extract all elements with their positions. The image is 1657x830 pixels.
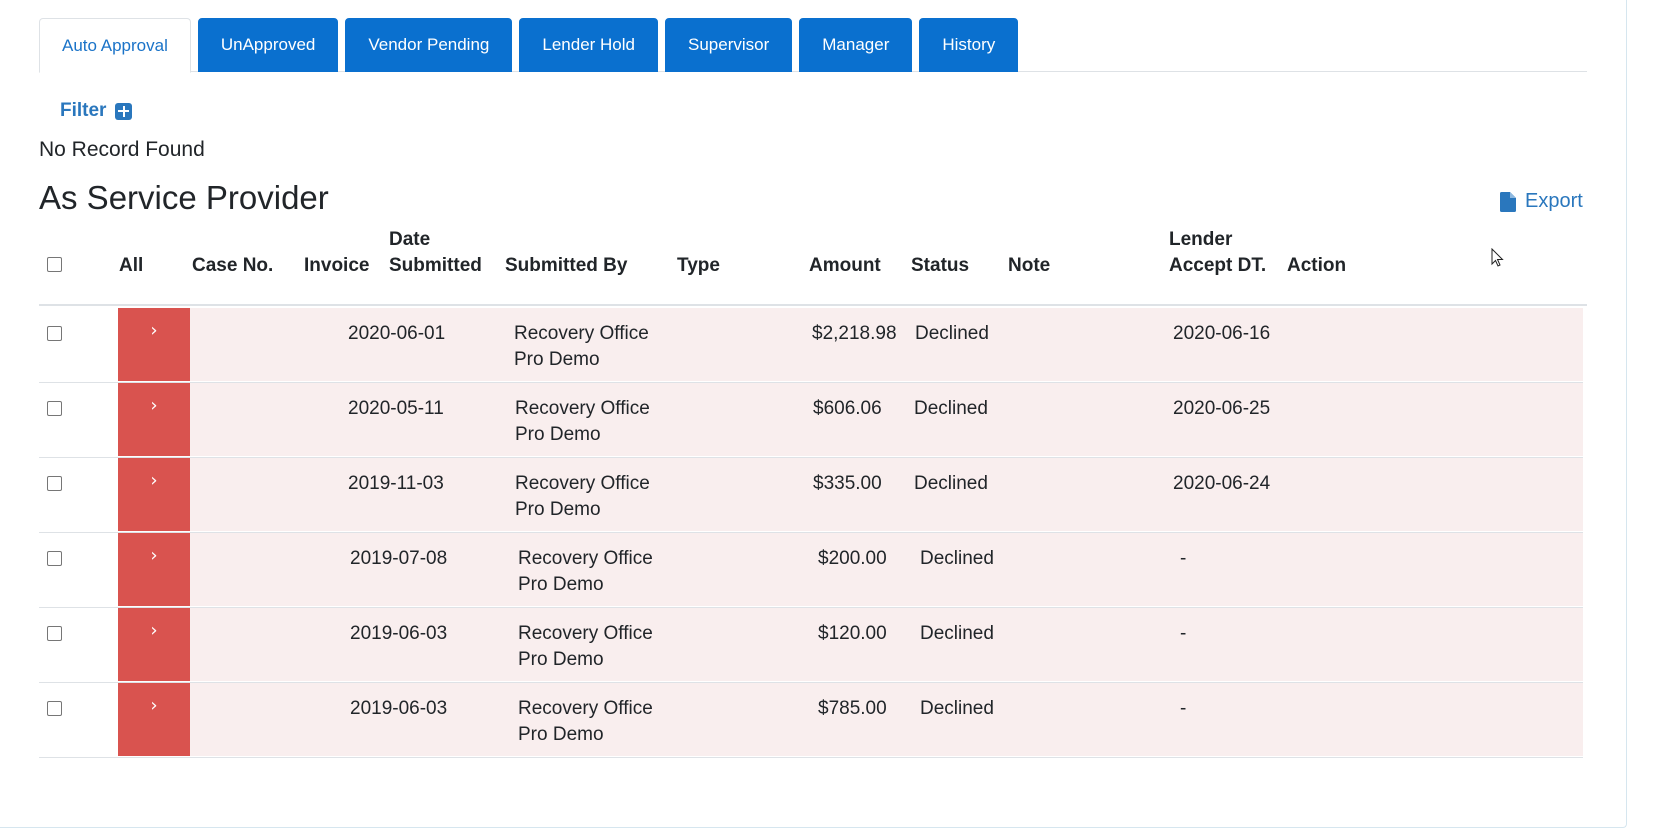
cell-lender-accept-dt: -	[1180, 698, 1187, 719]
select-all-checkbox[interactable]	[47, 257, 62, 272]
expand-row-button[interactable]: ›	[118, 608, 190, 681]
cell-submitted-by-line1: Recovery Office	[518, 623, 653, 644]
cell-lender-accept-dt: -	[1180, 623, 1187, 644]
col-all: All	[119, 255, 144, 276]
cell-lender-accept-dt: -	[1180, 548, 1187, 569]
row-background	[119, 458, 1583, 531]
col-lender-line1: Lender	[1169, 229, 1233, 250]
col-amount: Amount	[809, 255, 881, 276]
expand-row-button[interactable]: ›	[118, 458, 190, 531]
cell-status: Declined	[920, 623, 994, 644]
cell-submitted-by-line2: Pro Demo	[518, 724, 604, 745]
table-header: All Case No. Invoice Date Submitted Subm…	[39, 229, 1587, 306]
export-button[interactable]: Export	[1500, 190, 1583, 213]
tab-manager[interactable]: Manager	[799, 18, 913, 72]
filter-toggle[interactable]: Filter	[60, 100, 133, 122]
col-invoice: Invoice	[304, 255, 370, 276]
file-icon	[1500, 191, 1516, 212]
table-row: › 2019-06-03 Recovery Office Pro Demo $7…	[39, 683, 1587, 758]
export-label: Export	[1525, 190, 1583, 212]
cell-date-submitted: 2020-06-01	[348, 323, 446, 344]
row-checkbox[interactable]	[47, 551, 62, 566]
expand-row-button[interactable]: ›	[118, 683, 190, 756]
col-date-submitted-line1: Date	[389, 229, 431, 250]
no-record-message: No Record Found	[39, 138, 205, 161]
row-checkbox[interactable]	[47, 626, 62, 641]
cell-submitted-by-line2: Pro Demo	[514, 349, 600, 370]
cell-amount: $2,218.98	[812, 323, 897, 344]
filter-label: Filter	[60, 100, 107, 121]
tab-auto-approval[interactable]: Auto Approval	[39, 18, 191, 73]
col-type: Type	[677, 255, 720, 276]
table-row: › 2020-05-11 Recovery Office Pro Demo $6…	[39, 383, 1587, 458]
table-row: › 2019-11-03 Recovery Office Pro Demo $3…	[39, 458, 1587, 533]
col-lender-line2: Accept DT.	[1169, 255, 1267, 276]
cell-submitted-by-line1: Recovery Office	[518, 548, 653, 569]
cell-amount: $606.06	[813, 398, 882, 419]
expand-row-button[interactable]: ›	[118, 533, 190, 606]
table-row: › 2019-06-03 Recovery Office Pro Demo $1…	[39, 608, 1587, 683]
plus-square-icon[interactable]	[115, 102, 133, 120]
col-action: Action	[1287, 255, 1347, 276]
row-checkbox[interactable]	[47, 401, 62, 416]
cell-submitted-by-line1: Recovery Office	[514, 323, 649, 344]
tab-bar: Auto Approval UnApproved Vendor Pending …	[39, 18, 1587, 73]
cell-lender-accept-dt: 2020-06-16	[1173, 323, 1271, 344]
cell-date-submitted: 2019-11-03	[348, 473, 444, 494]
cell-submitted-by-line2: Pro Demo	[518, 649, 604, 670]
cell-status: Declined	[920, 698, 994, 719]
cell-lender-accept-dt: 2020-06-24	[1173, 473, 1271, 494]
cell-amount: $785.00	[818, 698, 887, 719]
cell-submitted-by-line2: Pro Demo	[515, 499, 601, 520]
row-background	[119, 383, 1583, 456]
cell-submitted-by-line1: Recovery Office	[515, 473, 650, 494]
col-status: Status	[911, 255, 970, 276]
row-divider	[39, 382, 1583, 383]
row-checkbox[interactable]	[47, 476, 62, 491]
cell-date-submitted: 2019-06-03	[350, 623, 448, 644]
cell-status: Declined	[920, 548, 994, 569]
table-row: › 2019-07-08 Recovery Office Pro Demo $2…	[39, 533, 1587, 608]
cell-amount: $335.00	[813, 473, 882, 494]
cell-date-submitted: 2020-05-11	[348, 398, 444, 419]
row-checkbox[interactable]	[47, 701, 62, 716]
cell-submitted-by-line2: Pro Demo	[515, 424, 601, 445]
col-note: Note	[1008, 255, 1051, 276]
row-divider	[39, 607, 1583, 608]
row-divider	[39, 682, 1583, 683]
tab-supervisor[interactable]: Supervisor	[665, 18, 793, 72]
expand-row-button[interactable]: ›	[118, 383, 190, 456]
cell-submitted-by-line2: Pro Demo	[518, 574, 604, 595]
col-submitted-by: Submitted By	[505, 255, 628, 276]
mouse-cursor-icon	[1491, 248, 1504, 267]
tab-vendor-pending[interactable]: Vendor Pending	[345, 18, 513, 72]
cell-date-submitted: 2019-06-03	[350, 698, 448, 719]
cell-date-submitted: 2019-07-08	[350, 548, 448, 569]
row-checkbox[interactable]	[47, 326, 62, 341]
row-divider	[39, 757, 1583, 758]
tab-lender-hold[interactable]: Lender Hold	[519, 18, 658, 72]
cell-amount: $200.00	[818, 548, 887, 569]
cell-lender-accept-dt: 2020-06-25	[1173, 398, 1271, 419]
cell-status: Declined	[915, 323, 989, 344]
cell-status: Declined	[914, 398, 988, 419]
row-background	[119, 533, 1583, 606]
content-panel: Auto Approval UnApproved Vendor Pending …	[0, 0, 1627, 828]
row-divider	[39, 532, 1583, 533]
col-date-submitted-line2: Submitted	[389, 255, 482, 276]
row-background	[119, 608, 1583, 681]
tab-history[interactable]: History	[919, 18, 1019, 72]
section-title: As Service Provider	[39, 179, 329, 216]
tab-unapproved[interactable]: UnApproved	[197, 18, 339, 72]
cell-submitted-by-line1: Recovery Office	[518, 698, 653, 719]
row-background	[119, 683, 1583, 756]
row-background	[119, 308, 1583, 381]
cell-amount: $120.00	[818, 623, 887, 644]
table-row: › 2020-06-01 Recovery Office Pro Demo $2…	[39, 308, 1587, 383]
col-case-no: Case No.	[192, 255, 274, 276]
cell-status: Declined	[914, 473, 988, 494]
cell-submitted-by-line1: Recovery Office	[515, 398, 650, 419]
expand-row-button[interactable]: ›	[118, 308, 190, 381]
row-divider	[39, 457, 1583, 458]
